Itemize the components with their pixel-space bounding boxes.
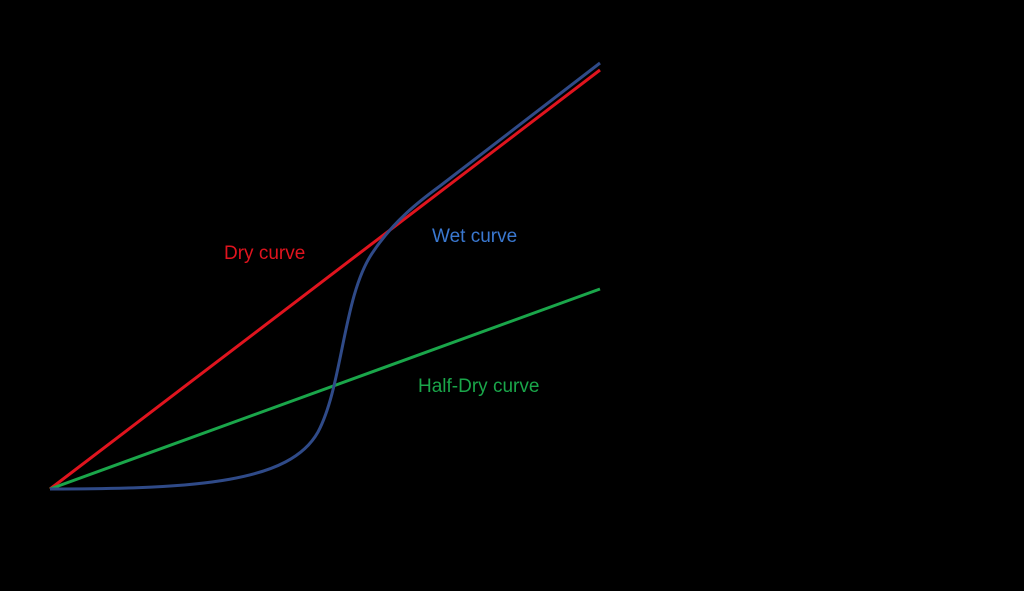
wet-curve <box>49 61 601 491</box>
dry-label: Dry curve <box>224 243 305 264</box>
wet-label: Wet curve <box>432 226 517 247</box>
dry-curve <box>49 68 601 491</box>
half-dry-curve <box>49 287 601 491</box>
half-dry-label: Half-Dry curve <box>418 376 539 397</box>
